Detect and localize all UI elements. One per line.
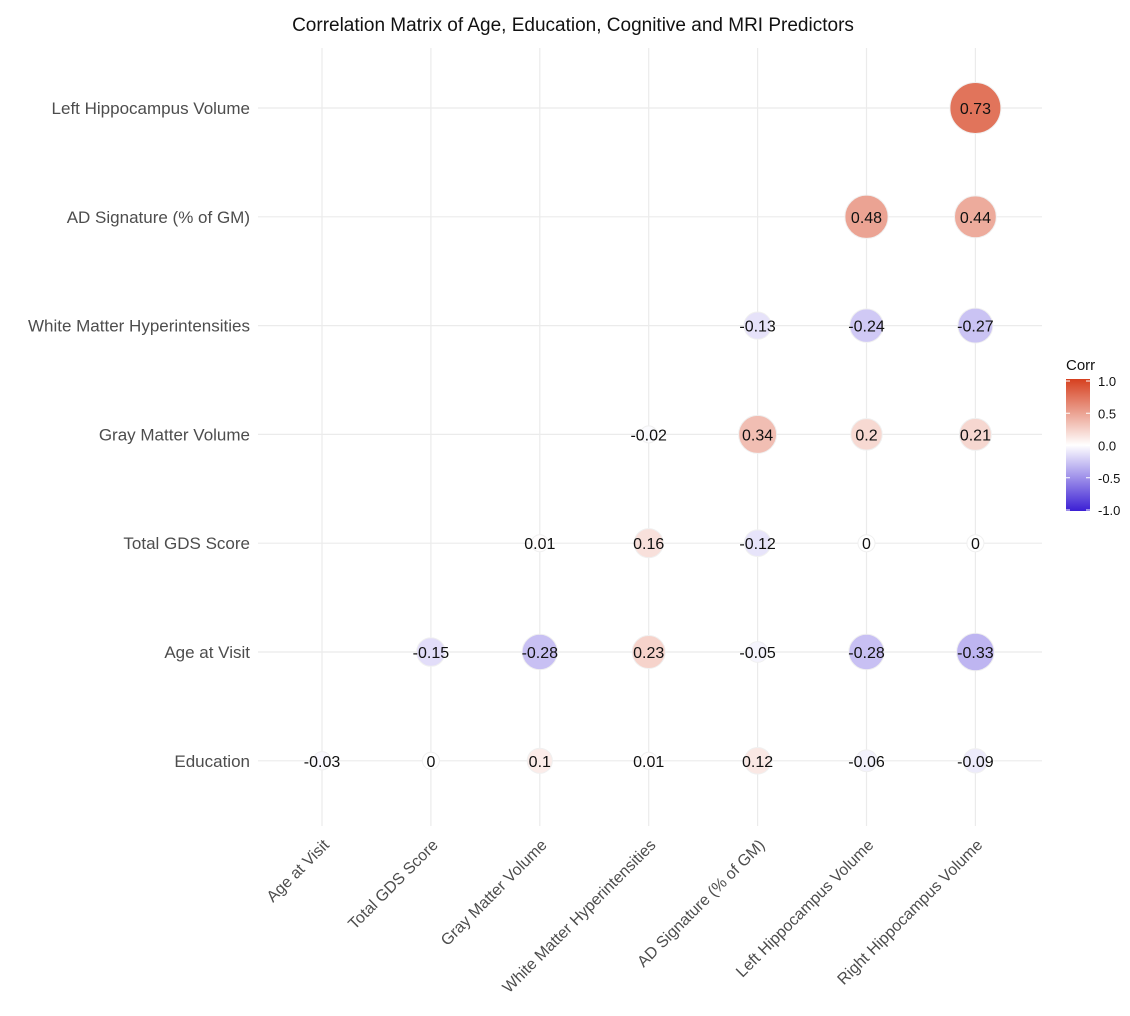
correlation-point: [844, 194, 889, 239]
correlation-point: [743, 311, 772, 340]
correlation-point: [530, 534, 549, 553]
correlation-value-label: 0.48: [851, 210, 882, 227]
correlation-point: [312, 751, 332, 771]
correlation-value-label: 0.44: [960, 210, 991, 227]
legend-tick-label: -1.0: [1098, 503, 1120, 518]
correlation-point: [855, 749, 878, 773]
x-tick-label: Age at Visit: [264, 836, 333, 905]
correlation-point: [849, 308, 884, 343]
correlation-value-label: 0.23: [633, 645, 664, 662]
correlation-point: [639, 425, 658, 444]
correlation-value-label: -0.33: [957, 645, 994, 662]
correlation-value-label: 0: [862, 536, 871, 553]
y-tick-label: Total GDS Score: [123, 534, 250, 553]
correlation-value-label: 0.2: [855, 427, 877, 444]
correlation-value-label: 0.12: [742, 754, 773, 771]
y-tick-label: AD Signature (% of GM): [67, 208, 250, 227]
correlation-point: [953, 195, 997, 239]
correlation-value-label: 0.16: [633, 536, 664, 553]
y-tick-label: Education: [174, 752, 250, 771]
correlation-point: [631, 634, 666, 670]
correlation-point: [639, 751, 658, 770]
correlation-value-label: -0.09: [957, 754, 994, 771]
correlation-value-label: -0.05: [739, 645, 776, 662]
legend: Corr 1.0 0.5 0.0 -0.5 -1.0: [1066, 357, 1120, 518]
correlation-point: [958, 417, 992, 451]
correlation-value-label: 0.21: [960, 427, 991, 444]
x-tick-label: Gray Matter Volume: [438, 837, 551, 950]
legend-title: Corr: [1066, 357, 1095, 374]
correlation-point: [743, 746, 772, 775]
correlation-value-label: -0.27: [957, 319, 994, 336]
correlation-point: [521, 633, 558, 671]
correlation-point: [743, 529, 772, 558]
correlation-point: [746, 641, 769, 663]
x-tick-label: AD Signature (% of GM): [634, 837, 768, 971]
correlation-labels: -0.03 0 0.1 0.01 0.12 -0.06 -0.09 -0.15 -0.28 0.2…: [304, 101, 994, 771]
correlation-value-label: -0.15: [413, 645, 450, 662]
correlation-point: [956, 632, 995, 672]
y-axis-ticks: Education Age at Visit Total GDS Score Gray…: [28, 99, 250, 771]
correlation-value-label: 0.01: [633, 754, 664, 771]
y-tick-label: Left Hippocampus Volume: [52, 99, 250, 118]
correlation-value-label: -0.06: [848, 754, 885, 771]
legend-tick-label: 0.5: [1098, 406, 1116, 421]
correlation-point: [526, 747, 553, 774]
correlation-point: [957, 307, 994, 344]
correlation-point: [848, 633, 885, 671]
correlation-value-label: 0: [971, 536, 980, 553]
legend-ticks: 1.0 0.5 0.0 -0.5 -1.0: [1066, 374, 1120, 518]
correlation-point: [962, 748, 989, 774]
correlation-point: [857, 534, 876, 553]
correlation-point: [966, 534, 985, 553]
correlation-points: [312, 81, 1002, 775]
correlation-value-label: -0.02: [630, 427, 667, 444]
y-tick-label: Gray Matter Volume: [99, 425, 250, 444]
correlation-value-label: 0.1: [529, 754, 551, 771]
correlation-point: [421, 751, 440, 770]
correlation-value-label: 0: [426, 754, 435, 771]
correlation-value-label: -0.24: [848, 319, 885, 336]
correlation-value-label: -0.28: [522, 645, 559, 662]
correlation-value-label: -0.12: [739, 536, 776, 553]
correlation-point: [633, 528, 664, 559]
legend-tick-label: -0.5: [1098, 471, 1120, 486]
correlation-value-label: -0.28: [848, 645, 885, 662]
x-tick-label: Total GDS Score: [345, 837, 441, 933]
correlation-point: [949, 81, 1002, 135]
y-tick-label: White Matter Hyperintensities: [28, 317, 250, 336]
correlation-value-label: -0.13: [739, 319, 776, 336]
correlation-point: [416, 637, 446, 667]
y-tick-label: Age at Visit: [164, 643, 250, 662]
correlation-point: [738, 414, 778, 454]
correlation-value-label: -0.03: [304, 754, 341, 771]
correlation-value-label: 0.34: [742, 427, 773, 444]
legend-tick-label: 0.0: [1098, 439, 1116, 454]
correlation-value-label: 0.73: [960, 101, 991, 118]
correlation-value-label: 0.01: [524, 536, 555, 553]
correlation-point: [850, 418, 883, 451]
chart-title: Correlation Matrix of Age, Education, Co…: [292, 15, 854, 36]
legend-tick-label: 1.0: [1098, 374, 1116, 389]
